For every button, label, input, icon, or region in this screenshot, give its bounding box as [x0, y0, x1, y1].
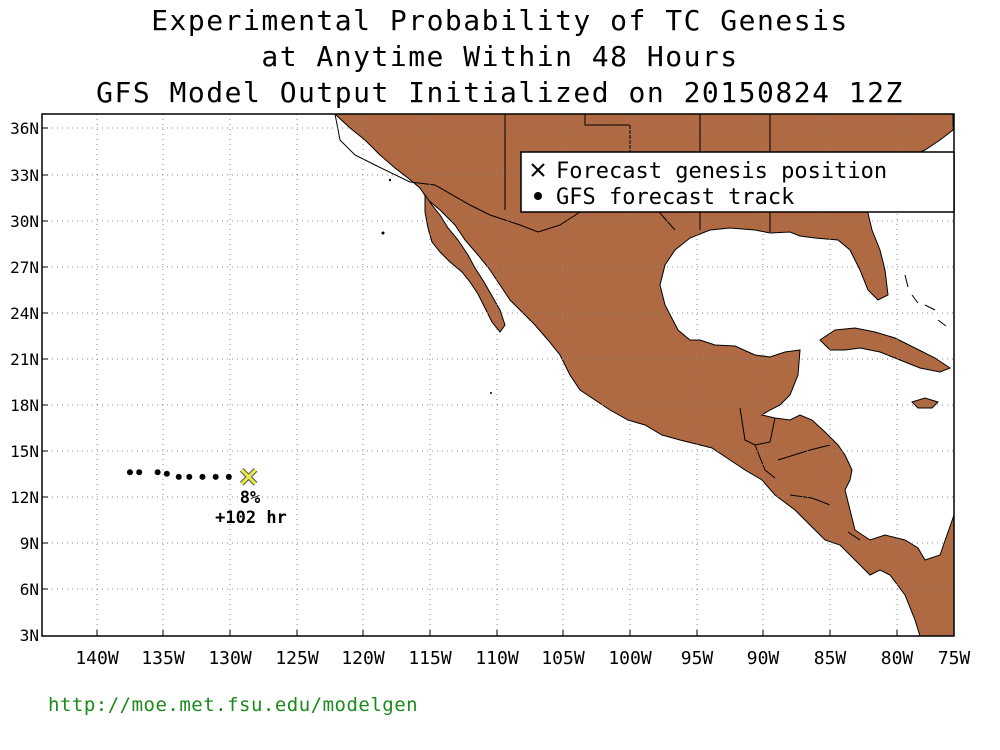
land-jamaica — [911, 397, 939, 409]
graticule — [42, 114, 954, 636]
land-bahamas — [904, 274, 947, 327]
lat-label: 27N — [10, 258, 39, 277]
lon-label: 90W — [747, 648, 780, 669]
axis-ticks — [42, 127, 898, 636]
genesis-x-marker — [240, 468, 257, 485]
lon-label: 125W — [275, 648, 319, 669]
track-point — [199, 473, 206, 480]
track-point — [154, 469, 161, 476]
lon-label: 140W — [75, 648, 119, 669]
lat-label: 21N — [10, 350, 39, 369]
track-point — [212, 473, 219, 480]
lat-label: 24N — [10, 304, 39, 323]
x-mark-icon — [531, 163, 545, 177]
lat-label: 9N — [20, 534, 39, 553]
lon-label: 85W — [814, 648, 847, 669]
legend-genesis-label: Forecast genesis position — [556, 159, 887, 184]
lon-label: 120W — [341, 648, 385, 669]
lat-label: 6N — [20, 580, 39, 599]
title-line-1: Experimental Probability of TC Genesis — [151, 4, 849, 37]
lon-label: 110W — [475, 648, 519, 669]
track-point — [225, 473, 232, 480]
track-point — [126, 469, 133, 476]
lat-label: 18N — [10, 396, 39, 415]
land-cuba — [819, 327, 952, 373]
genesis-marker-group — [239, 468, 258, 486]
genesis-lead-time: +102 hr — [215, 508, 287, 528]
title-line-2: at Anytime Within 48 Hours — [261, 40, 739, 73]
track-point — [163, 470, 170, 477]
track-point — [136, 469, 143, 476]
title-line-3: GFS Model Output Initialized on 20150824… — [96, 76, 904, 109]
land-baja-california — [424, 193, 506, 333]
lon-label: 135W — [141, 648, 185, 669]
lat-label: 36N — [10, 119, 39, 138]
lon-label: 130W — [208, 648, 252, 669]
legend-track-label: GFS forecast track — [556, 185, 794, 210]
lon-label: 115W — [408, 648, 452, 669]
lat-label: 12N — [10, 488, 39, 507]
lat-label: 30N — [10, 212, 39, 231]
lon-label: 105W — [541, 648, 585, 669]
lon-label: 80W — [881, 648, 914, 669]
footer-url[interactable]: http://moe.met.fsu.edu/modelgen — [48, 694, 419, 716]
lat-label: 33N — [10, 166, 39, 185]
lon-label: 75W — [938, 648, 971, 669]
lon-label: 95W — [681, 648, 714, 669]
dot-icon — [534, 192, 542, 200]
lat-label: 15N — [10, 442, 39, 461]
legend: Forecast genesis position GFS forecast t… — [520, 151, 955, 213]
lat-label: 3N — [20, 626, 39, 645]
forecast-track — [126, 469, 232, 480]
land-north-america — [334, 114, 954, 636]
genesis-probability: 8% — [240, 488, 261, 508]
track-point — [186, 473, 193, 480]
track-point — [175, 473, 182, 480]
lon-label: 100W — [608, 648, 652, 669]
map-frame — [41, 113, 955, 637]
